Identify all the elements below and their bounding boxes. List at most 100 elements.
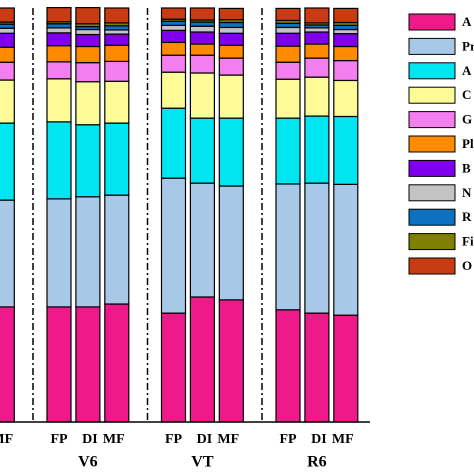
legend-label: A xyxy=(462,14,472,29)
group-label: VT xyxy=(191,454,214,471)
bar-segment xyxy=(160,71,187,109)
legend-label: N xyxy=(462,185,472,200)
bar-segment xyxy=(75,33,101,48)
legend-swatch xyxy=(408,62,456,80)
legend-label: Fi xyxy=(462,234,474,249)
legend-label: G xyxy=(462,112,472,127)
bar-segment xyxy=(275,61,301,80)
bar-segment xyxy=(189,296,215,423)
legend-label: Pr xyxy=(462,38,474,53)
bar-segment xyxy=(75,45,101,64)
bar-segment xyxy=(46,32,72,47)
x-tick-label: DI xyxy=(311,432,327,447)
bar-segment xyxy=(189,117,215,184)
bar-segment xyxy=(218,21,244,29)
bar-segment xyxy=(333,183,359,316)
legend-swatch xyxy=(408,37,456,55)
x-tick-label: DI xyxy=(197,432,213,447)
legend-label: C xyxy=(462,87,471,102)
legend-swatch xyxy=(408,233,456,251)
bar-segment xyxy=(333,7,359,24)
bar-segment xyxy=(333,59,359,82)
bar-segment xyxy=(0,27,15,34)
bar-segment xyxy=(0,306,15,423)
bar-segment xyxy=(160,41,187,56)
bar-segment xyxy=(189,72,215,119)
legend-label: O xyxy=(462,258,472,273)
bar-segment xyxy=(160,29,187,43)
bar-segment xyxy=(104,122,130,196)
bar-segment xyxy=(189,54,215,74)
bar-segment xyxy=(46,198,72,308)
bar-segment xyxy=(333,33,359,48)
bar-segment xyxy=(104,194,130,305)
bar-segment xyxy=(189,21,215,27)
bar-segment xyxy=(275,117,301,185)
bar-segment xyxy=(304,312,330,423)
x-tick-label: FP xyxy=(165,432,183,447)
bar-segment xyxy=(75,6,101,25)
legend-swatch xyxy=(408,159,456,177)
group-label: R6 xyxy=(307,454,327,471)
bar-segment xyxy=(304,43,330,59)
legend-swatch xyxy=(408,135,456,153)
bar-segment xyxy=(46,23,72,29)
legend-swatch xyxy=(408,13,456,31)
bar-segment xyxy=(275,26,301,34)
legend-label: R xyxy=(462,209,472,224)
bar-segment xyxy=(275,7,301,22)
bar-segment xyxy=(189,182,215,298)
x-tick-label: MF xyxy=(0,432,13,447)
bar-segment xyxy=(104,303,130,423)
bar-segment xyxy=(104,7,130,24)
bar-segment xyxy=(0,7,15,23)
bar-segment xyxy=(0,122,15,201)
x-tick-label: MF xyxy=(217,432,239,447)
x-tick-label: MF xyxy=(332,432,354,447)
bar-segment xyxy=(304,115,330,184)
bar-segment xyxy=(104,33,130,46)
bar-segment xyxy=(275,78,301,119)
bar-segment xyxy=(304,182,330,314)
bar-segment xyxy=(333,314,359,423)
bar-segment xyxy=(218,74,244,119)
bar-segment xyxy=(160,177,187,314)
legend-swatch xyxy=(408,86,456,104)
bar-segment xyxy=(218,7,244,21)
bar-segment xyxy=(46,78,72,123)
legend-swatch xyxy=(408,184,456,202)
bar-segment xyxy=(218,57,244,76)
x-tick-label: DI xyxy=(82,432,98,447)
bar-segment xyxy=(218,32,244,46)
bar-segment xyxy=(333,24,359,31)
bar-segment xyxy=(218,185,244,301)
bar-segment xyxy=(304,31,330,45)
bar-segment xyxy=(104,44,130,63)
bar-segment xyxy=(333,115,359,185)
bar-segment xyxy=(46,45,72,63)
legend-swatch xyxy=(408,257,456,275)
bar-segment xyxy=(0,23,15,29)
x-tick-label: FP xyxy=(50,432,68,447)
bar-segment xyxy=(160,312,187,423)
bar-segment xyxy=(0,46,15,63)
bar-segment xyxy=(0,61,15,81)
bar-segment xyxy=(189,31,215,45)
bar-segment xyxy=(304,7,330,24)
bar-segment xyxy=(189,7,215,21)
bar-segment xyxy=(46,61,72,80)
bar-segment xyxy=(0,32,15,48)
bar-segment xyxy=(160,20,187,26)
bar-segment xyxy=(46,306,72,423)
bar-segment xyxy=(333,28,359,35)
bar-segment xyxy=(75,62,101,83)
bar-segment xyxy=(218,117,244,187)
bar-segment xyxy=(333,45,359,62)
x-tick-label: MF xyxy=(103,432,125,447)
legend-label: A xyxy=(462,63,472,78)
bar-segment xyxy=(218,44,244,59)
bar-segment xyxy=(75,81,101,126)
legend-swatch xyxy=(408,208,456,226)
bar-segment xyxy=(46,6,72,23)
